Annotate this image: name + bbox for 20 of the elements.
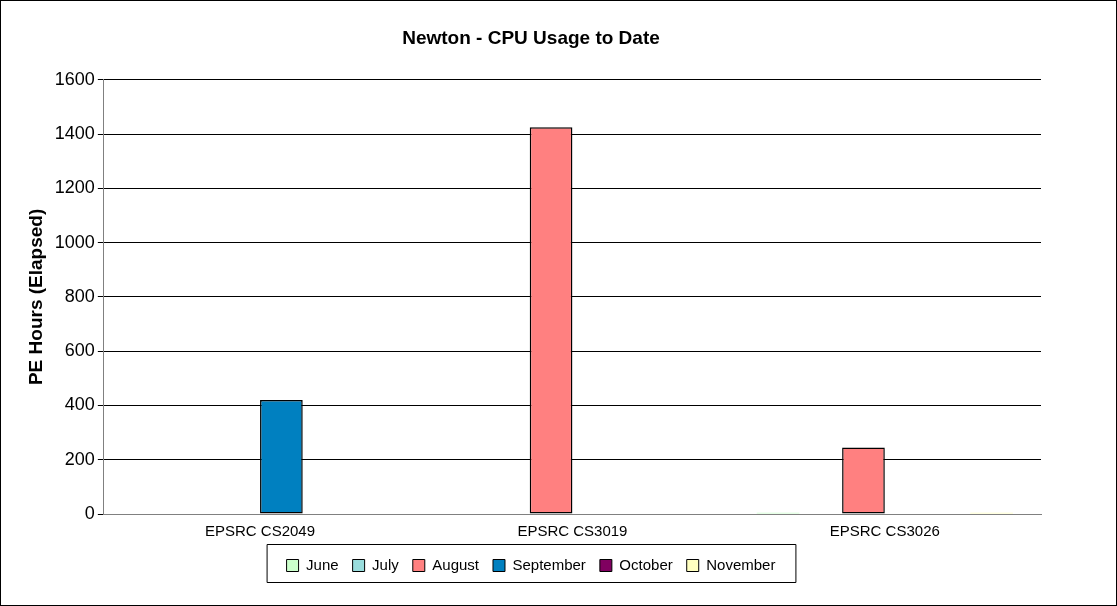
legend-label: August — [432, 555, 480, 573]
y-tick-label: 400 — [64, 394, 95, 415]
y-tick-label: 800 — [64, 285, 95, 306]
legend-label: September — [512, 555, 586, 573]
y-tick-label: 1000 — [54, 231, 95, 252]
y-tick-label: 200 — [64, 448, 95, 469]
y-tick-label: 1400 — [54, 123, 95, 144]
x-tick-label: EPSRC CS3026 — [829, 522, 940, 540]
legend-label: June — [306, 555, 339, 573]
legend-label: July — [372, 555, 400, 573]
x-tick-label: EPSRC CS3019 — [517, 522, 628, 540]
legend-label: November — [706, 555, 776, 573]
legend-label: October — [619, 555, 673, 573]
x-tick-label: EPSRC CS2049 — [205, 522, 316, 540]
y-axis-title: PE Hours (Elapsed) — [24, 208, 46, 386]
chart-title: Newton - CPU Usage to Date — [402, 26, 660, 48]
y-tick-label: 1600 — [54, 68, 95, 89]
y-tick-label: 0 — [84, 502, 95, 523]
y-tick-label: 600 — [64, 340, 95, 361]
y-tick-label: 1200 — [54, 177, 95, 198]
